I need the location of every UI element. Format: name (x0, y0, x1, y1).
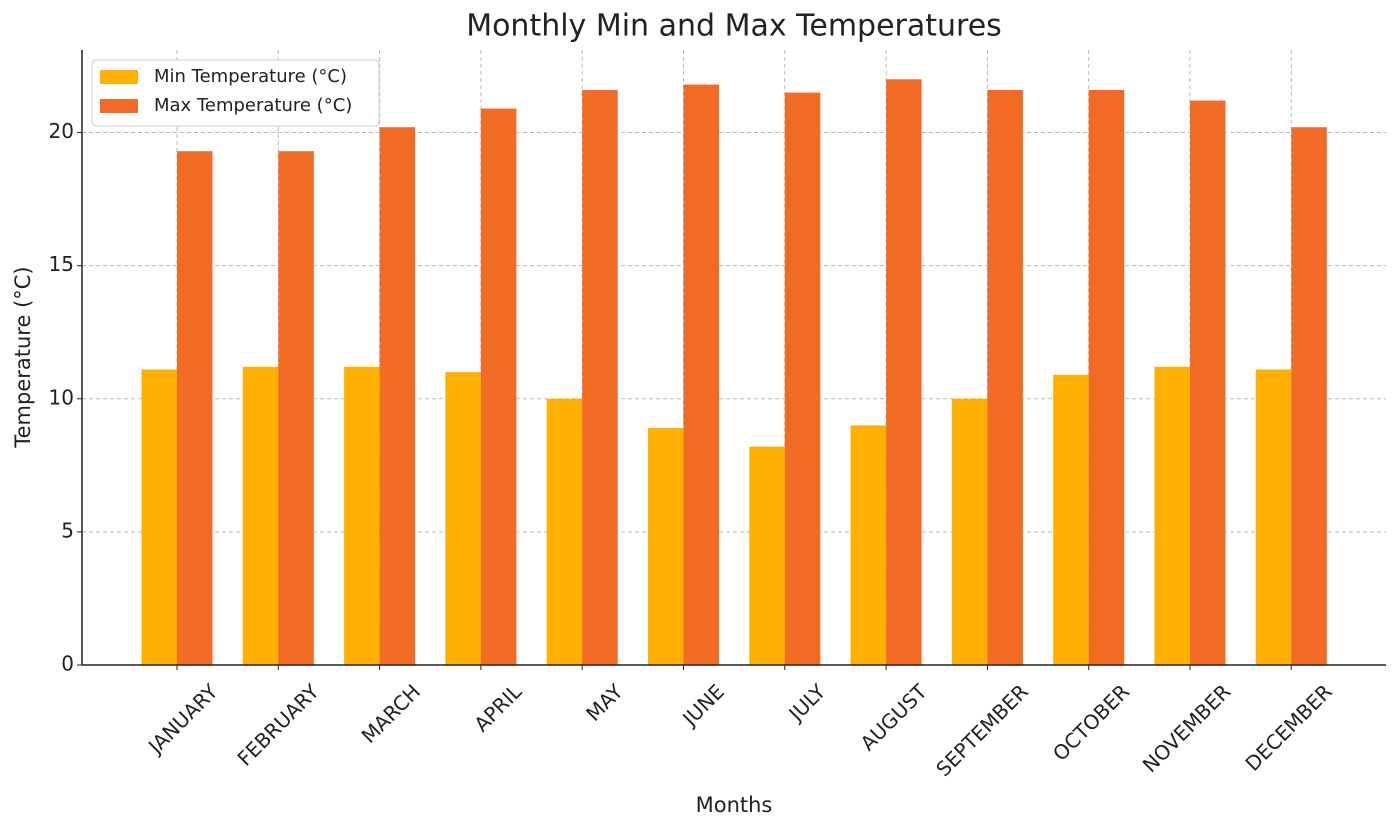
bar (1291, 127, 1327, 666)
legend-swatch (100, 99, 138, 113)
y-tick-label: 5 (61, 518, 74, 542)
legend-label: Max Temperature (°C) (154, 95, 352, 116)
bar (648, 428, 684, 665)
bar (344, 366, 380, 665)
y-tick-label: 20 (49, 119, 74, 143)
bar (749, 446, 785, 665)
chart-title: Monthly Min and Max Temperatures (466, 9, 1002, 44)
legend-swatch (100, 70, 138, 84)
bar (379, 127, 416, 666)
legend-box (91, 59, 380, 127)
x-tick-label: APRIL (469, 679, 527, 737)
bar (1154, 366, 1190, 665)
x-tick-label: NOVEMBER (1138, 679, 1236, 777)
bar (987, 89, 1023, 666)
legend-label: Min Temperature (°C) (154, 66, 347, 87)
x-tick-label: SEPTEMBER (931, 679, 1033, 781)
legend: Min Temperature (°C) Max Temperature (°C) (91, 59, 380, 127)
bar (480, 108, 517, 666)
x-tick-label: AUGUST (856, 679, 932, 755)
bar (784, 92, 821, 665)
y-tick-label: 15 (49, 252, 74, 276)
bar (886, 79, 922, 666)
bar (850, 425, 887, 665)
y-tick-label: 0 (61, 652, 74, 676)
bar (1088, 89, 1125, 666)
bar (1053, 374, 1089, 665)
y-axis-label: Temperature (°C) (11, 266, 35, 448)
x-tick-label: JULY (783, 679, 831, 727)
bar (242, 366, 279, 665)
bar (1190, 100, 1226, 666)
bar (278, 151, 314, 666)
bar (1255, 369, 1292, 665)
x-axis-label: Months (696, 793, 773, 817)
y-tick-label: 10 (49, 385, 74, 409)
bar (177, 151, 213, 666)
x-tick-label: FEBRUARY (233, 679, 325, 771)
x-tick-label: MAY (581, 679, 628, 726)
x-tick-label: JUNE (676, 679, 728, 731)
bar (546, 398, 583, 665)
bar (951, 398, 988, 665)
bar (683, 84, 719, 665)
x-tick-label: OCTOBER (1048, 679, 1134, 765)
x-tick-label: DECEMBER (1240, 679, 1336, 775)
bar (141, 369, 177, 665)
x-tick-label: MARCH (357, 679, 425, 747)
bar (582, 89, 618, 666)
bar (445, 372, 481, 665)
x-tick-label: JANUARY (142, 679, 223, 760)
